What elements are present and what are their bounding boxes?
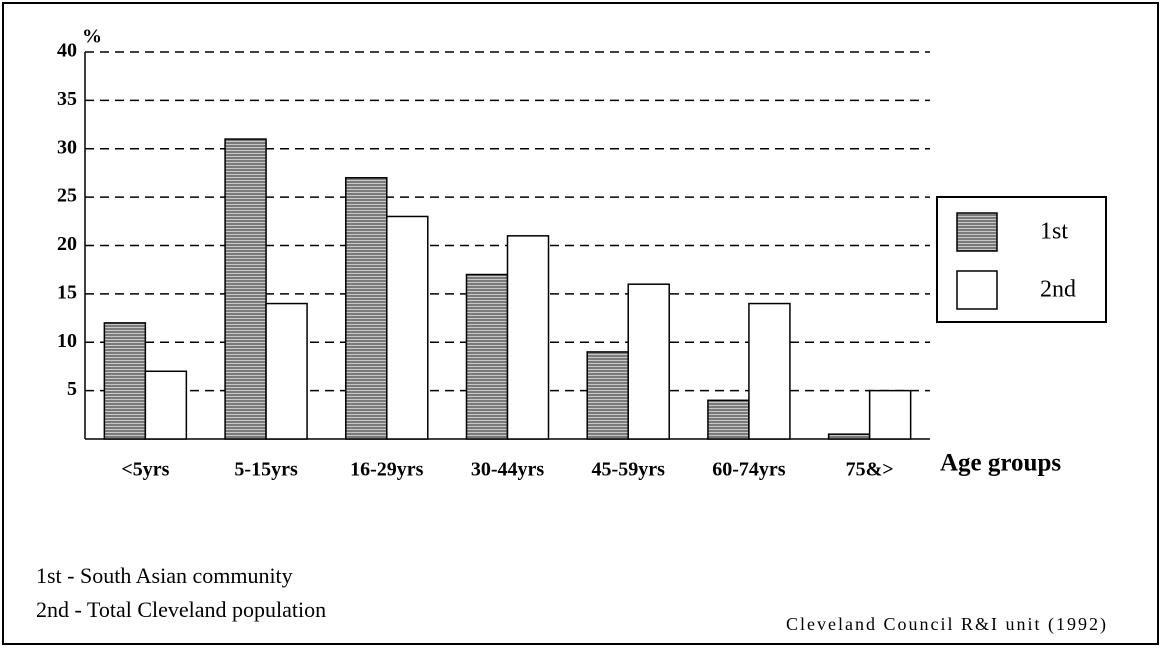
bar [103, 322, 147, 440]
y-tick-label: 30 [57, 136, 77, 158]
note: 1st - South Asian community [36, 563, 293, 588]
bar [506, 235, 550, 440]
legend-label: 2nd [1040, 277, 1076, 303]
y-tick-label: 20 [57, 233, 77, 255]
bar [265, 302, 308, 440]
y-tick-label: 15 [57, 281, 77, 303]
y-axis-label: % [82, 26, 102, 48]
x-tick-label: 5-15yrs [234, 459, 298, 481]
legend-label: 1st [1040, 219, 1068, 245]
bar [827, 433, 871, 440]
source: Cleveland Council R&I unit (1992) [786, 614, 1108, 635]
legend-swatch [956, 270, 998, 310]
bar [748, 302, 791, 440]
bar [707, 399, 750, 440]
y-tick-label: 35 [57, 88, 77, 110]
y-tick-label: 5 [67, 378, 77, 400]
legend-swatch [956, 212, 998, 252]
x-tick-label: 75&> [846, 459, 894, 481]
x-axis-label: Age groups [940, 450, 1061, 477]
x-tick-label: 45-59yrs [592, 459, 666, 481]
x-tick-label: <5yrs [121, 459, 169, 481]
bar [586, 351, 629, 440]
bar [144, 370, 188, 440]
bar [627, 283, 670, 440]
bar [224, 138, 267, 440]
y-tick-label: 25 [57, 185, 77, 207]
y-tick-label: 40 [57, 40, 77, 62]
bar [386, 215, 429, 440]
x-tick-label: 30-44yrs [471, 459, 545, 481]
bar [345, 177, 388, 440]
bar [465, 273, 509, 440]
x-tick-label: 16-29yrs [350, 459, 424, 481]
bar [868, 389, 912, 440]
y-tick-label: 10 [57, 330, 77, 352]
note: 2nd - Total Cleveland population [36, 597, 326, 622]
x-tick-label: 60-74yrs [712, 459, 786, 481]
